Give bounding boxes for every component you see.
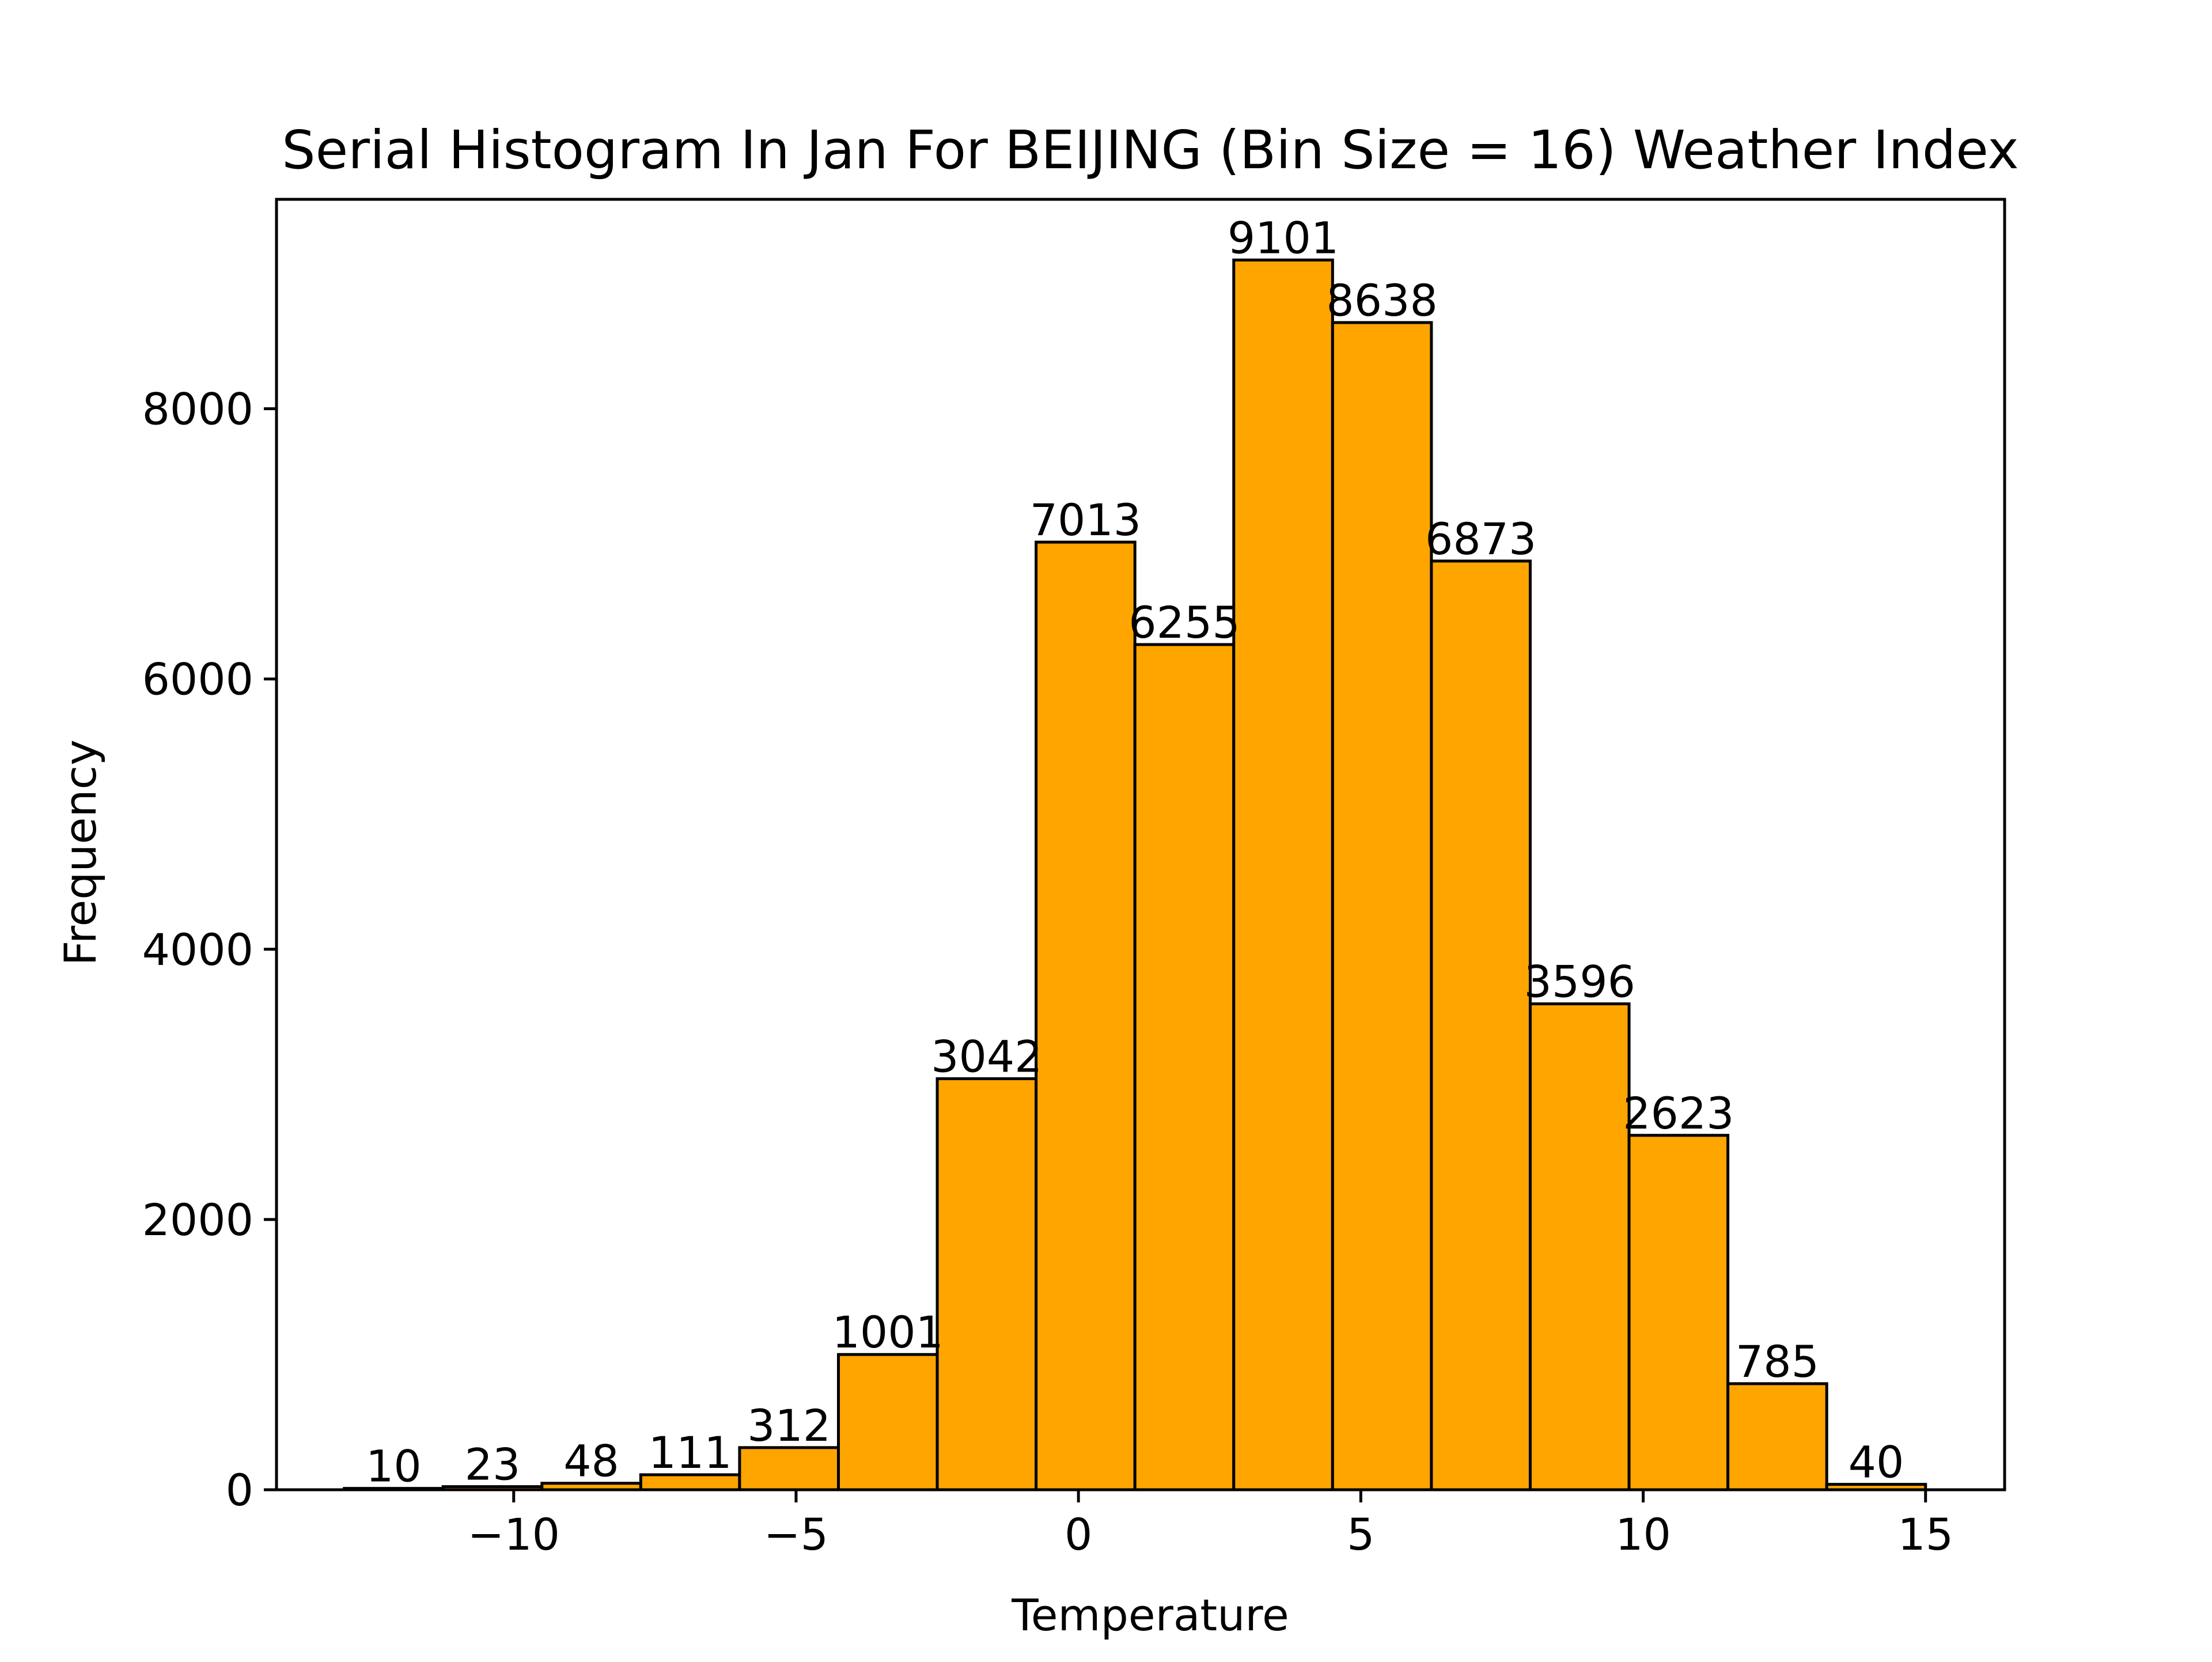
bar-value-label: 111 [649, 1427, 732, 1478]
bar-value-label: 9101 [1228, 212, 1339, 263]
histogram-bar [1133, 643, 1236, 1491]
x-ticks-layer: −10 −5 0 5 10 15 [468, 1490, 1953, 1560]
bar-value-label: 1001 [832, 1307, 944, 1358]
x-tick-label: 5 [1347, 1509, 1374, 1560]
bar-value-label: 7013 [1030, 494, 1141, 546]
histogram-bar [1627, 1134, 1730, 1491]
y-ticks-layer: 0 2000 4000 6000 8000 [142, 384, 276, 1516]
histogram-bar [1430, 559, 1532, 1491]
histogram-bar [836, 1353, 939, 1491]
y-tick-label: 2000 [142, 1194, 253, 1245]
bar-value-label: 6873 [1425, 513, 1536, 565]
histogram-bar [639, 1473, 741, 1491]
histogram-bar [935, 1077, 1038, 1491]
bar-value-label: 8638 [1326, 275, 1437, 326]
bar-value-label: 6255 [1128, 597, 1240, 648]
x-tick-label: 10 [1615, 1509, 1671, 1560]
y-tick-label: 4000 [142, 924, 253, 975]
histogram-bar [1726, 1382, 1828, 1491]
x-tick-label: 15 [1897, 1509, 1953, 1560]
chart-title: Serial Histogram In Jan For BEIJING (Bin… [282, 119, 2018, 181]
bar-value-label: 40 [1849, 1437, 1904, 1488]
histogram-bar [738, 1446, 840, 1491]
bar-value-label: 3596 [1524, 956, 1635, 1008]
bar-value-label: 312 [747, 1400, 831, 1451]
plot-frame [275, 198, 2006, 1491]
histogram-bar [1232, 258, 1334, 1491]
y-tick-label: 6000 [142, 654, 253, 705]
y-axis-label: Frequency [55, 740, 106, 966]
bar-value-label: 10 [366, 1441, 422, 1492]
histogram-bar [1528, 1002, 1631, 1491]
histogram-bar [1331, 321, 1433, 1491]
x-axis-label: Temperature [1011, 1589, 1289, 1641]
x-tick-label: −10 [468, 1509, 560, 1560]
bars-layer [343, 258, 1927, 1491]
histogram-bar [1035, 540, 1137, 1491]
x-tick-label: 0 [1065, 1509, 1092, 1560]
bar-value-label: 785 [1736, 1336, 1819, 1387]
bar-value-label: 2623 [1623, 1088, 1734, 1139]
bar-value-label: 3042 [931, 1031, 1042, 1082]
x-tick-label: −5 [764, 1509, 828, 1560]
bar-value-label: 48 [563, 1436, 619, 1487]
y-tick-label: 8000 [142, 384, 253, 435]
bar-value-label: 23 [465, 1439, 521, 1490]
y-tick-label: 0 [226, 1464, 253, 1516]
